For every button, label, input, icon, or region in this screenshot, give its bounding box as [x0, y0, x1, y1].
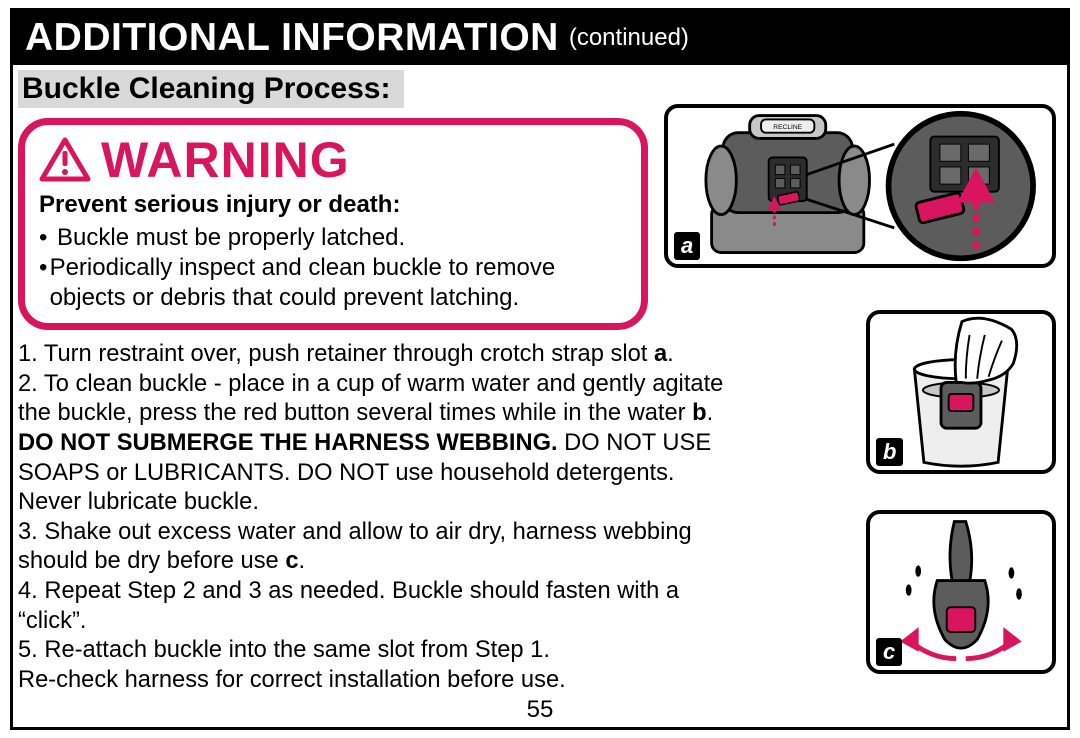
warning-bullets: •Buckle must be properly latched. •Perio…: [39, 223, 627, 313]
step-ref: b: [692, 400, 706, 426]
section-header: ADDITIONAL INFORMATION (continued): [13, 11, 1067, 65]
step-text: .: [667, 341, 674, 367]
figure-a: RECLINE: [664, 104, 1056, 268]
figure-c: c: [866, 510, 1056, 674]
header-sub: (continued): [569, 24, 689, 52]
step-text: .: [299, 548, 306, 574]
warning-title-row: WARNING: [39, 131, 627, 189]
figure-label: b: [876, 438, 903, 466]
step-bold: DO NOT SUBMERGE THE HARNESS WEBBING.: [18, 430, 558, 456]
warning-bullet: Periodically inspect and clean buckle to…: [50, 253, 627, 313]
warning-triangle-icon: [39, 137, 91, 183]
step-text: 1. Turn restraint over, push retainer th…: [18, 341, 654, 367]
step-text: 2. To clean buckle - place in a cup of w…: [18, 371, 723, 427]
subtitle: Buckle Cleaning Process:: [18, 70, 404, 108]
step-text: 3. Shake out excess water and allow to a…: [18, 519, 692, 575]
page-number: 55: [0, 696, 1080, 724]
figure-label: a: [674, 232, 700, 260]
warning-bullet: Buckle must be properly latched.: [57, 223, 405, 253]
warning-subtitle: Prevent serious injury or death:: [39, 191, 627, 219]
step-text: 5. Re-attach buckle into the same slot f…: [18, 636, 740, 666]
step-text: .: [707, 400, 714, 426]
figure-b: b: [866, 310, 1056, 474]
step-ref: a: [654, 341, 667, 367]
warning-title: WARNING: [101, 131, 350, 189]
step-text: Re-check harness for correct installatio…: [18, 666, 740, 696]
recline-label: RECLINE: [773, 124, 802, 131]
step-text: 4. Repeat Step 2 and 3 as needed. Buckle…: [18, 577, 740, 636]
warning-box: WARNING Prevent serious injury or death:…: [18, 118, 648, 330]
figure-label: c: [876, 638, 902, 666]
header-main: ADDITIONAL INFORMATION: [25, 16, 559, 60]
step-ref: c: [285, 548, 298, 574]
steps: 1. Turn restraint over, push retainer th…: [18, 340, 740, 696]
